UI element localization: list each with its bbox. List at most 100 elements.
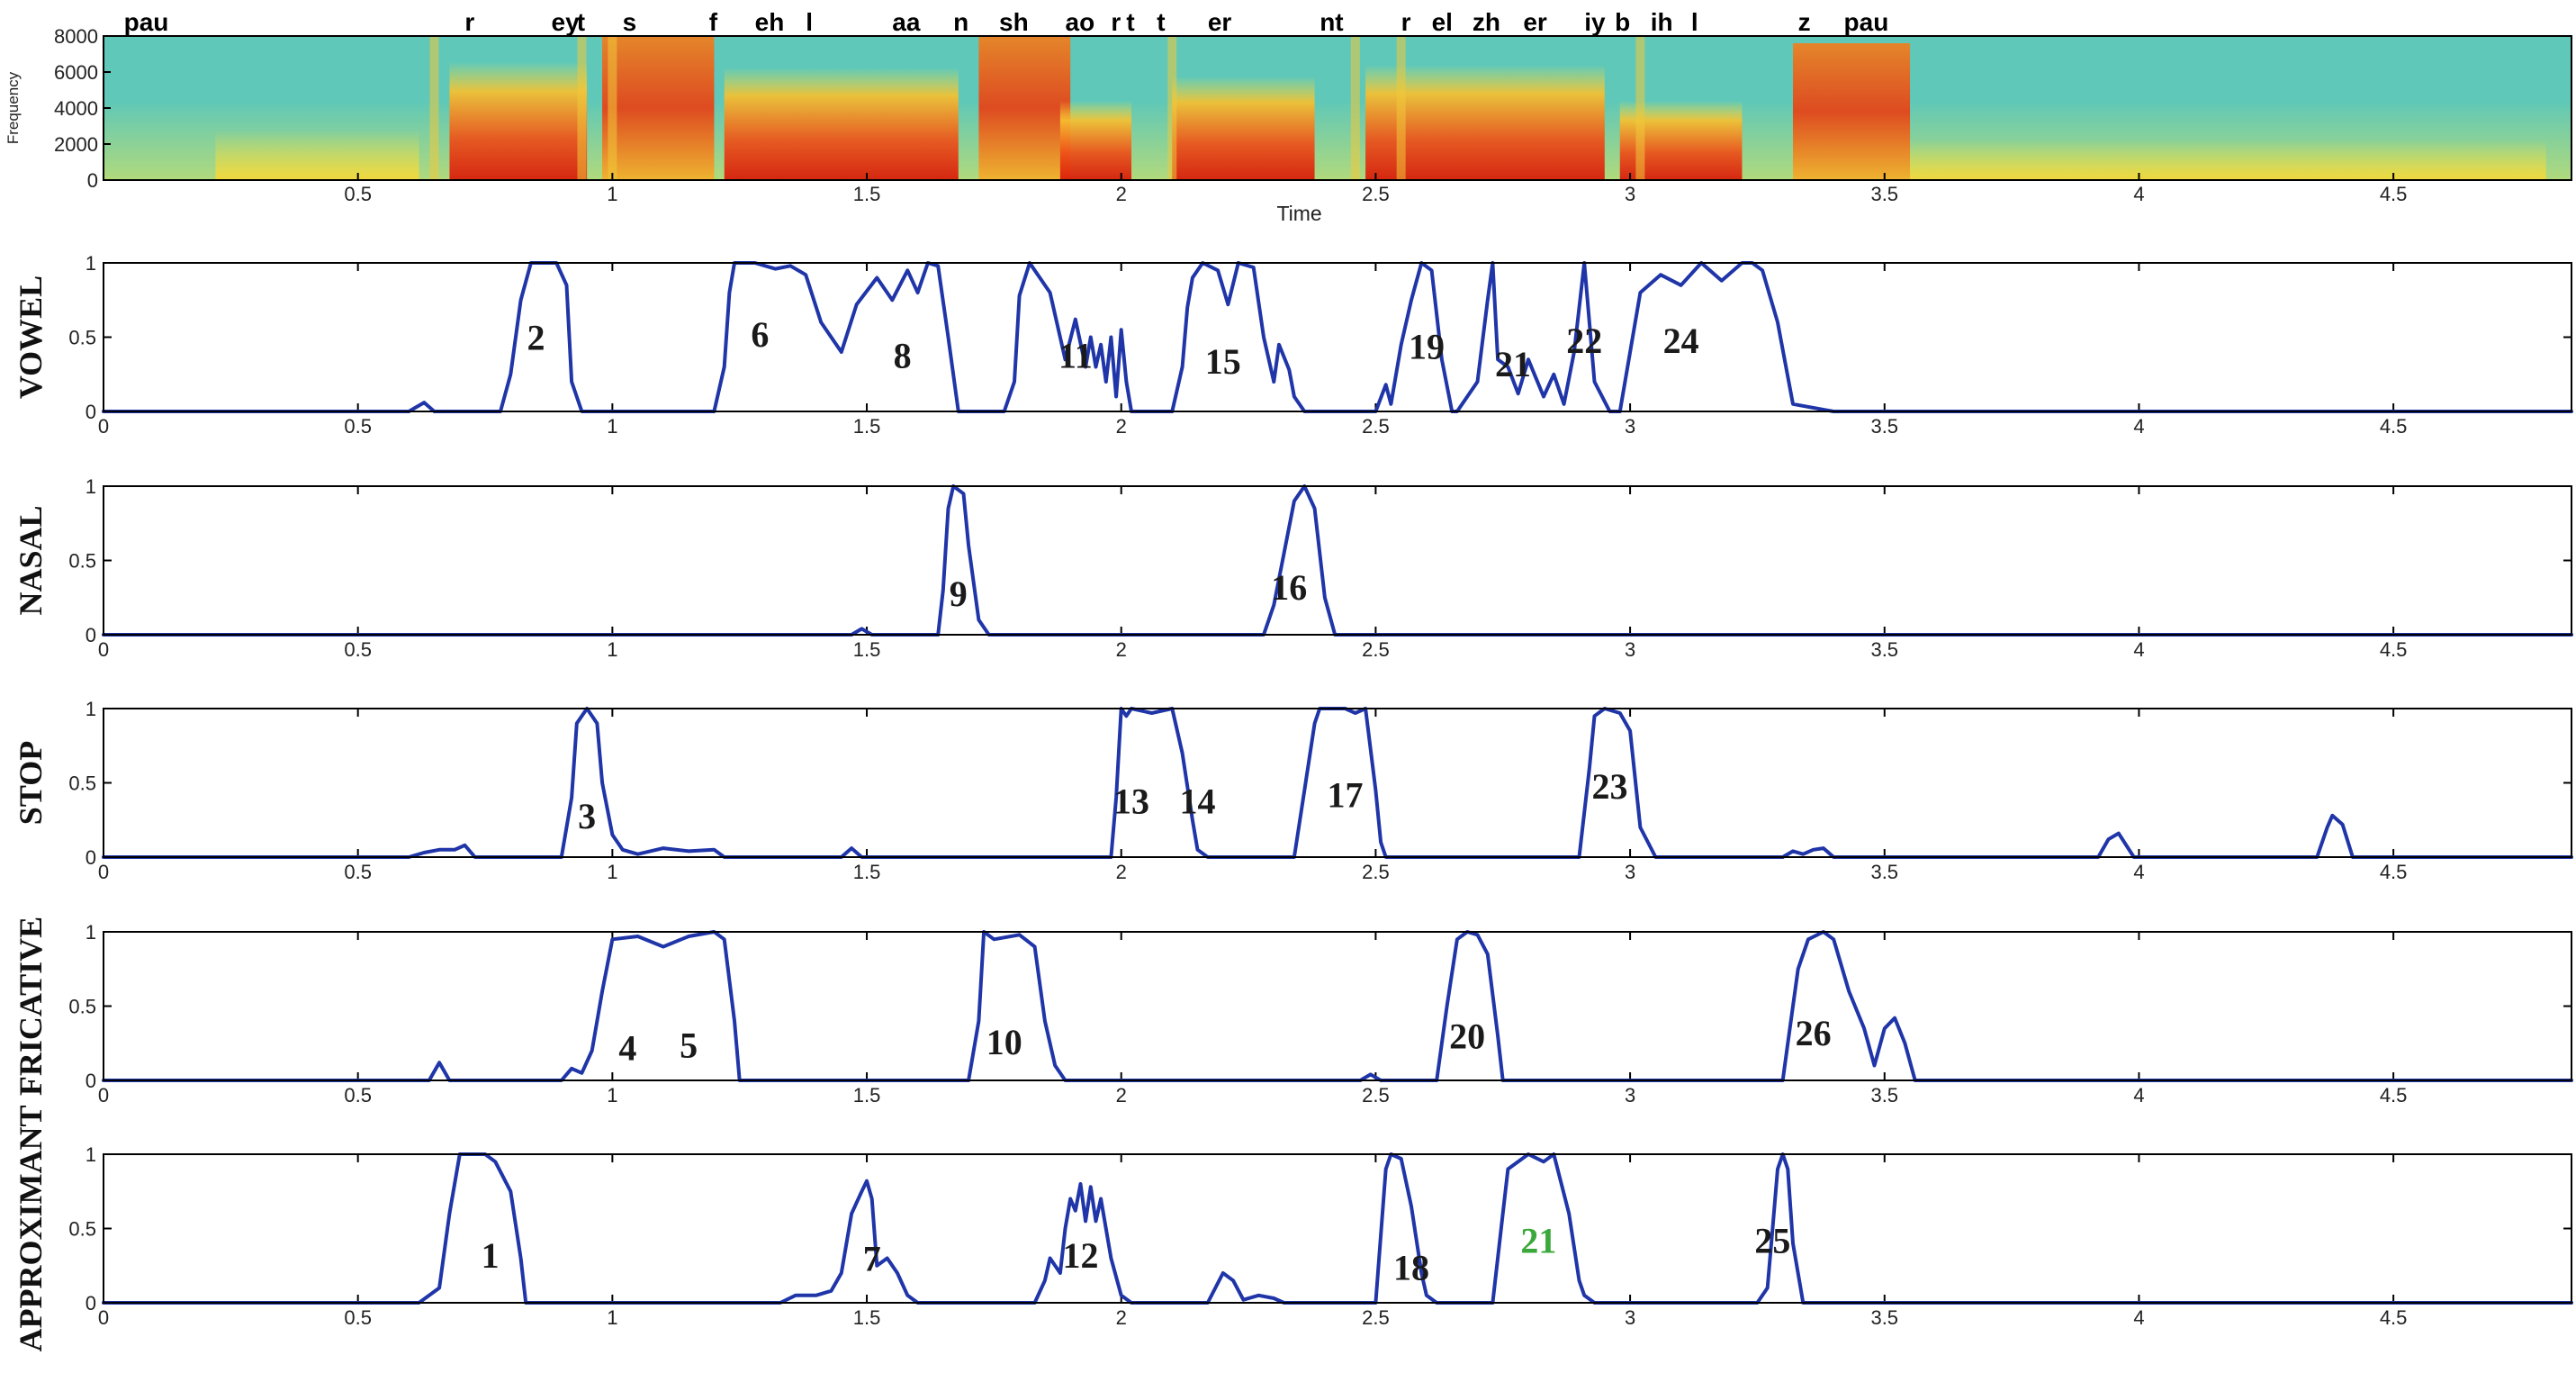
xtick-label-5: 2.5 — [1362, 415, 1390, 438]
phone-label-5: f — [709, 8, 718, 36]
series-line-vowel — [102, 261, 2573, 413]
spec-ytick-label-4: 8000 — [54, 25, 98, 48]
yaxis-label: STOP — [13, 741, 49, 825]
ytick-label-0: 0 — [86, 1292, 96, 1314]
yaxis-label: APPROXIMANT — [13, 1106, 49, 1352]
ytick-label-0: 0 — [86, 846, 96, 869]
spec-streak-5 — [1396, 36, 1406, 180]
segment-label-22: 22 — [1566, 321, 1602, 361]
phone-label-6: eh — [755, 8, 785, 36]
plot-area — [104, 709, 2571, 857]
spec-ytick-label-3: 6000 — [54, 61, 98, 84]
phone-label-10: sh — [999, 8, 1029, 36]
xtick-label-2: 1 — [607, 1306, 617, 1329]
ytick-label-2: 1 — [86, 252, 96, 275]
xtick-label-4: 2 — [1116, 1084, 1127, 1107]
xtick-label-8: 4 — [2133, 1084, 2144, 1107]
xtick-label-4: 2 — [1116, 638, 1127, 661]
segment-label-23: 23 — [1591, 766, 1627, 807]
ytick-label-0: 0 — [86, 624, 96, 646]
xtick-label-0: 0 — [98, 861, 109, 883]
spec-streak-3 — [1167, 36, 1177, 180]
plot-frame — [103, 1153, 2572, 1304]
ytick-label-1: 0.5 — [68, 550, 96, 573]
xtick-label-8: 4 — [2133, 861, 2144, 883]
xtick-label-5: 2.5 — [1362, 638, 1390, 661]
xtick-label-6: 3 — [1625, 1306, 1635, 1329]
phone-label-22: b — [1615, 8, 1630, 36]
segment-label-24: 24 — [1663, 321, 1699, 361]
spec-streak-1 — [577, 36, 587, 180]
ytick-label-2: 1 — [86, 475, 96, 498]
phone-label-15: er — [1208, 8, 1232, 36]
xtick-label-8: 4 — [2133, 415, 2144, 438]
panel-fricative: 00.510 0.5 1 1.5 2 2.5 3 3.5 4 4.54 5 10 20 26FRICATI… — [13, 917, 2573, 1107]
phone-label-3: t — [577, 8, 585, 36]
spec-region-post — [1910, 140, 2546, 180]
segment-label-18: 18 — [1393, 1247, 1429, 1287]
xtick-label-8: 4 — [2133, 638, 2144, 661]
segment-label-19: 19 — [1409, 326, 1445, 366]
phone-label-8: aa — [892, 8, 921, 36]
segment-label-14: 14 — [1180, 781, 1216, 821]
spec-streak-2 — [608, 36, 617, 180]
xtick-label-0: 0 — [98, 415, 109, 438]
ytick-label-2: 1 — [86, 1143, 96, 1166]
spec-xaxis-label: Time — [1276, 202, 1321, 225]
segment-label-13: 13 — [1113, 781, 1149, 821]
series-line-approximant — [102, 1152, 2573, 1305]
phone-label-12: r — [1111, 8, 1121, 36]
segment-label-7: 7 — [863, 1239, 881, 1279]
plot-area — [104, 1154, 2571, 1303]
yaxis-label: VOWEL — [13, 276, 49, 399]
xtick-label-7: 3.5 — [1870, 1084, 1898, 1107]
xtick-label-4: 2 — [1116, 415, 1127, 438]
segment-label-6: 6 — [751, 314, 769, 355]
panel-vowel: 0 0.5 1 0 0.5 1 1.5 2 2.5 3 3.5 4 4.5 2 6 8 11 15 19 21 22 24… — [13, 252, 2573, 438]
yaxis-label: NASAL — [13, 505, 49, 615]
phone-label-19: zh — [1473, 8, 1500, 36]
phone-label-1: r — [464, 8, 474, 36]
spec-region-s — [602, 36, 715, 180]
xtick-label-7: 3.5 — [1870, 861, 1898, 883]
segment-label-10: 10 — [986, 1022, 1022, 1062]
spectrogram-panel: 0 2000 4000 6000 8000 0.5 1 1.5 2 2.5 3 3.5 4 4.5 Time… — [5, 8, 2572, 225]
xtick-label-2: 1 — [607, 415, 617, 438]
phone-label-14: t — [1157, 8, 1165, 36]
spec-streak-6 — [1635, 36, 1645, 180]
xtick-label-3: 1.5 — [853, 1306, 881, 1329]
segment-label-5: 5 — [680, 1025, 698, 1065]
plot-frame — [103, 485, 2572, 636]
ytick-label-1: 0.5 — [68, 772, 96, 795]
spec-region-er — [1172, 76, 1315, 180]
spec-xtick-label-4: 2.5 — [1362, 183, 1390, 205]
panel-approximant: 0 0.5 1 0 0.5 1 1.5 2 2.5 3 3.5 4 4.5 1 7 12 18 21 25 APPRO… — [13, 1106, 2573, 1352]
xtick-label-4: 2 — [1116, 861, 1127, 883]
phone-label-9: n — [953, 8, 968, 36]
xtick-label-4: 2 — [1116, 1306, 1127, 1329]
ytick-label-2: 1 — [86, 921, 96, 944]
ytick-label-1: 0.5 — [68, 996, 96, 1018]
spec-streak-0 — [429, 36, 439, 180]
ytick-label-2: 1 — [86, 698, 96, 720]
segment-label-16: 16 — [1271, 567, 1307, 608]
plot-frame — [103, 708, 2572, 858]
xtick-label-0: 0 — [98, 1084, 109, 1107]
phone-label-25: z — [1798, 8, 1811, 36]
plot-area — [104, 932, 2571, 1080]
xtick-label-3: 1.5 — [853, 638, 881, 661]
spec-region-eh-l-aa — [724, 68, 959, 180]
phone-label-20: er — [1523, 8, 1547, 36]
spec-region-sh — [978, 36, 1071, 180]
xtick-label-0: 0 — [98, 638, 109, 661]
xtick-label-6: 3 — [1625, 415, 1635, 438]
phone-label-0: pau — [124, 8, 169, 36]
segment-label-8: 8 — [894, 335, 912, 375]
phone-label-26: pau — [1844, 8, 1889, 36]
phone-label-13: t — [1126, 8, 1134, 36]
phone-label-23: ih — [1651, 8, 1673, 36]
plot-area — [104, 263, 2571, 411]
spec-xtick-label-2: 1.5 — [853, 183, 881, 205]
phone-label-2: ey — [552, 8, 581, 36]
